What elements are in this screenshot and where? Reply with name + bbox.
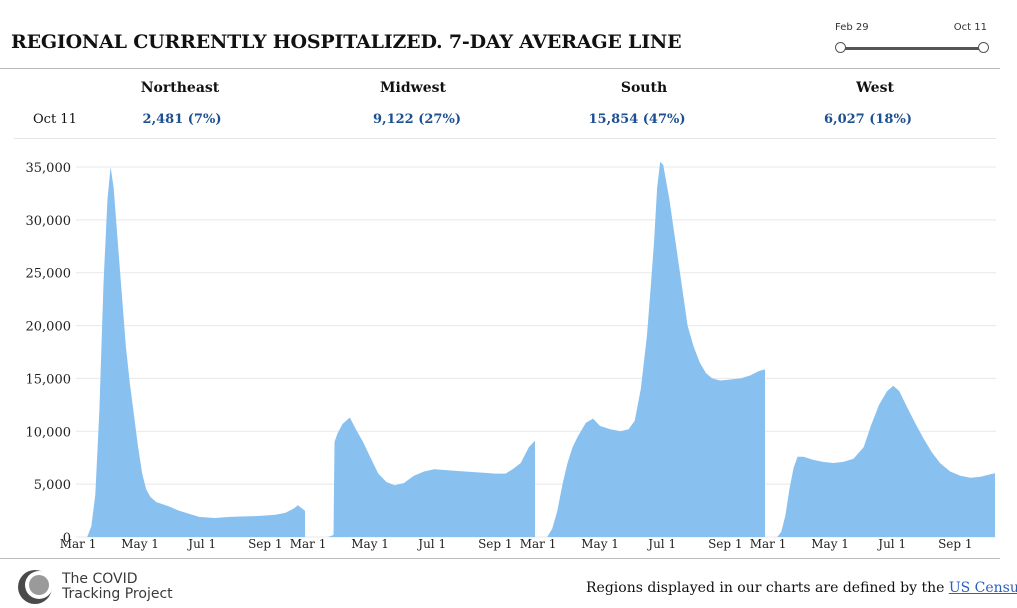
page-title: REGIONAL CURRENTLY HOSPITALIZED. 7-DAY A… bbox=[11, 31, 682, 53]
y-tick-label: 5,000 bbox=[34, 478, 71, 493]
x-tick-label: May 1 bbox=[121, 537, 159, 551]
x-tick-label: Mar 1 bbox=[520, 537, 557, 551]
x-tick-label: Sep 1 bbox=[478, 537, 512, 551]
y-tick-label: 15,000 bbox=[26, 372, 72, 387]
x-tick-label: Sep 1 bbox=[938, 537, 972, 551]
region-name-west: West bbox=[856, 80, 894, 96]
y-tick-label: 10,000 bbox=[26, 425, 72, 440]
y-tick-label: 20,000 bbox=[26, 320, 72, 335]
region-value-south: 15,854 (47%) bbox=[588, 112, 686, 127]
region-name-south: South bbox=[620, 80, 668, 96]
region-name-northeast: Northeast bbox=[140, 80, 220, 96]
y-tick-label: 35,000 bbox=[26, 161, 72, 176]
range-end-handle[interactable] bbox=[978, 42, 989, 53]
x-tick-label: Mar 1 bbox=[60, 537, 97, 551]
region-value-west: 6,027 (18%) bbox=[824, 112, 912, 127]
x-tick-label: May 1 bbox=[811, 537, 849, 551]
x-tick-label: Mar 1 bbox=[750, 537, 787, 551]
y-tick-label: 30,000 bbox=[26, 214, 72, 229]
hospitalized-area-chart: 0 5,000 10,000 15,000 20,000 25,000 30,000 35,0… bbox=[26, 161, 996, 551]
footnote-text: Regions displayed in our charts are defi… bbox=[586, 580, 945, 596]
x-tick-label: Mar 1 bbox=[290, 537, 327, 551]
area-midwest bbox=[306, 417, 535, 537]
region-value-northeast: 2,481 (7%) bbox=[142, 112, 222, 127]
x-tick-label: May 1 bbox=[351, 537, 389, 551]
x-tick-label: Jul 1 bbox=[416, 537, 446, 551]
us-census-link[interactable]: US Census bbox=[948, 580, 1017, 596]
covid-tracking-project-logo[interactable]: The COVID Tracking Project bbox=[16, 568, 186, 606]
range-start-label: Feb 29 bbox=[835, 22, 869, 33]
regions-footnote: Regions displayed in our charts are defi… bbox=[586, 580, 1017, 596]
y-tick-label: 0 bbox=[63, 531, 71, 546]
y-tick-label: 25,000 bbox=[26, 267, 72, 282]
region-value-midwest: 9,122 (27%) bbox=[373, 112, 461, 127]
x-tick-label: Jul 1 bbox=[876, 537, 906, 551]
x-tick-label: Jul 1 bbox=[186, 537, 216, 551]
logo-text-line2: Tracking Project bbox=[62, 586, 173, 602]
range-end-label: Oct 11 bbox=[953, 22, 987, 33]
x-tick-label: May 1 bbox=[581, 537, 619, 551]
footer-divider bbox=[0, 558, 1000, 559]
logo-icon bbox=[18, 570, 53, 604]
area-west bbox=[766, 385, 995, 537]
summary-date: Oct 11 bbox=[33, 112, 77, 127]
range-track[interactable] bbox=[841, 47, 984, 50]
header-divider bbox=[0, 68, 1000, 69]
summary-divider bbox=[14, 138, 996, 139]
x-tick-label: Sep 1 bbox=[708, 537, 742, 551]
x-tick-label: Jul 1 bbox=[646, 537, 676, 551]
area-northeast bbox=[76, 167, 305, 537]
range-start-handle[interactable] bbox=[835, 42, 846, 53]
region-name-midwest: Midwest bbox=[380, 80, 446, 96]
logo-text-line1: The COVID bbox=[62, 571, 138, 587]
x-tick-label: Sep 1 bbox=[248, 537, 282, 551]
date-range-slider[interactable]: Feb 29 Oct 11 bbox=[833, 22, 993, 58]
area-south bbox=[536, 161, 765, 537]
